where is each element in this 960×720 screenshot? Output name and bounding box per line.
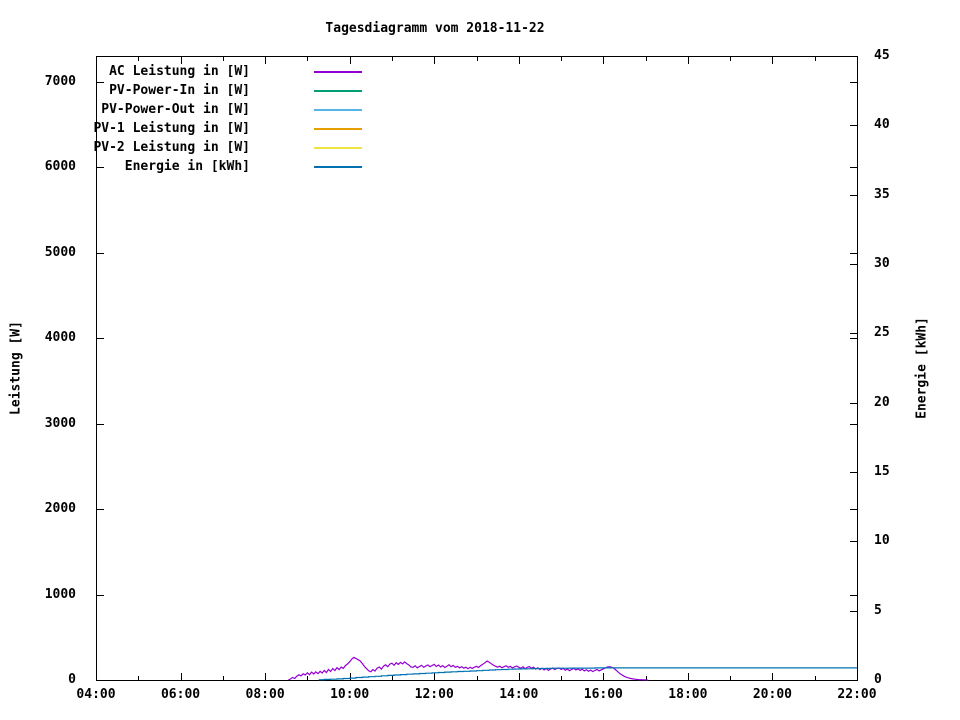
- y-tick-label: 0: [68, 672, 76, 687]
- legend-label: Energie in [kWh]: [124, 159, 250, 174]
- axes-frame: [96, 56, 858, 681]
- chart-title: Tagesdiagramm vom 2018-11-22: [325, 21, 545, 36]
- legend-line-sample: [314, 166, 362, 168]
- x-tick-label: 08:00: [245, 687, 285, 702]
- y2-tick-label: 5: [874, 602, 882, 618]
- x-tick-label: 12:00: [414, 687, 454, 702]
- y-tick-label: 7000: [44, 73, 76, 89]
- x-tick-label: 14:00: [499, 687, 539, 702]
- y-tick-label: 4000: [44, 330, 76, 346]
- legend-label: PV-1 Leistung in [W]: [93, 121, 250, 136]
- x-tick-label: 22:00: [837, 687, 877, 702]
- y2-tick-label: 10: [874, 533, 890, 549]
- legend-label: PV-2 Leistung in [W]: [93, 140, 250, 155]
- y2-tick-label: 20: [874, 394, 890, 410]
- x-tick-label: 10:00: [330, 687, 370, 702]
- x-tick-label: 20:00: [752, 687, 792, 702]
- y2-tick-label: 40: [874, 117, 890, 133]
- legend-line-sample: [314, 128, 362, 130]
- legend-label: AC Leistung in [W]: [109, 64, 250, 79]
- y2-tick-label: 35: [874, 186, 890, 202]
- legend-line-sample: [314, 147, 362, 149]
- y-tick-label: 6000: [44, 159, 76, 175]
- x-tick-label: 04:00: [76, 687, 116, 702]
- x-tick-label: 16:00: [583, 687, 623, 702]
- y-tick-label: 1000: [44, 586, 76, 602]
- y2-tick-label: 0: [874, 672, 882, 687]
- y2-tick-label: 45: [874, 48, 890, 63]
- y-tick-label: 3000: [44, 415, 76, 431]
- series-ac-leistung-in-w: [288, 656, 648, 681]
- legend-line-sample: [314, 109, 362, 111]
- y-tick-label: 5000: [44, 244, 76, 260]
- legend-label: PV-Power-In in [W]: [109, 83, 250, 98]
- y2-tick-label: 30: [874, 256, 890, 271]
- legend-line-sample: [314, 90, 362, 92]
- y-tick-label: 2000: [44, 501, 76, 517]
- x-tick-label: 18:00: [668, 687, 708, 702]
- legend-line-sample: [314, 71, 362, 73]
- series-energie-in-kwh: [318, 667, 857, 681]
- y2-tick-label: 15: [874, 464, 890, 479]
- y2-tick-label: 25: [874, 325, 890, 341]
- legend-label: PV-Power-Out in [W]: [101, 102, 250, 117]
- x-tick-label: 06:00: [160, 687, 201, 702]
